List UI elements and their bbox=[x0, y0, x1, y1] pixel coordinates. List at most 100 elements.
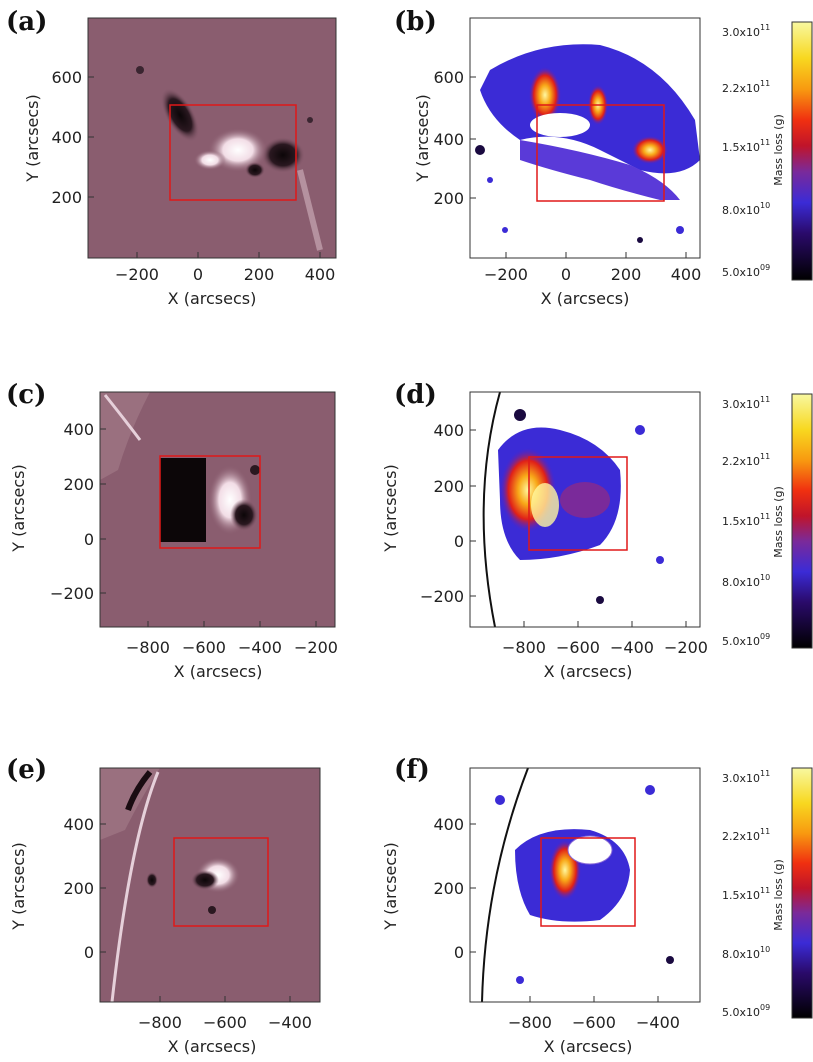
x-tick-label: −600 bbox=[203, 1013, 247, 1032]
y-axis-label: Y (arcsecs) bbox=[381, 464, 400, 552]
y-tick-label: 400 bbox=[433, 421, 464, 440]
colorbar-tick: 1.5x1011 bbox=[722, 138, 770, 154]
x-ticks: −200 0 200 400 bbox=[484, 252, 701, 284]
y-tick-label: 600 bbox=[51, 68, 82, 87]
y-axis-label: Y (arcsecs) bbox=[23, 94, 42, 182]
panel-label: (a) bbox=[6, 7, 47, 37]
colorbar-tick: 3.0x1011 bbox=[722, 769, 770, 785]
colorbar-label: Mass loss (g) bbox=[772, 486, 785, 558]
region-box bbox=[159, 455, 261, 549]
y-tick-label: 0 bbox=[84, 943, 94, 962]
region-box bbox=[169, 104, 297, 201]
y-tick-label: 0 bbox=[454, 532, 464, 551]
y-tick-label: 400 bbox=[63, 815, 94, 834]
panel-a: (a) 600 400 200 −200 0 bbox=[6, 7, 337, 308]
y-tick-label: 200 bbox=[51, 188, 82, 207]
colorbar-tick: 8.0x1010 bbox=[722, 573, 770, 589]
y-tick-label: 0 bbox=[454, 943, 464, 962]
plot-frame bbox=[469, 767, 701, 1003]
x-tick-label: −400 bbox=[636, 1013, 680, 1032]
colorbar-tick: 2.2x1011 bbox=[722, 452, 770, 468]
colorbar-label: Mass loss (g) bbox=[772, 859, 785, 931]
euv-difference-image bbox=[100, 768, 320, 1003]
colorbar-tick: 8.0x1010 bbox=[722, 945, 770, 961]
x-tick-label: 0 bbox=[193, 265, 203, 284]
panel-label: (f) bbox=[394, 755, 430, 785]
y-tick-label: 400 bbox=[63, 420, 94, 439]
plot-frame bbox=[469, 391, 701, 628]
x-ticks: −800 −600 −400 −200 bbox=[126, 621, 338, 657]
y-axis-label: Y (arcsecs) bbox=[9, 842, 28, 930]
y-tick-label: 200 bbox=[63, 879, 94, 898]
y-ticks: 400 200 0 −200 bbox=[420, 421, 476, 606]
colorbar-2: 3.0x1011 2.2x1011 1.5x1011 8.0x1010 5.0x… bbox=[722, 393, 813, 649]
x-ticks: −800 −600 −400 bbox=[138, 996, 312, 1032]
colorbar-tick: 5.0x1009 bbox=[722, 632, 770, 648]
panel-c: (c) 400 200 0 −200 −800 bbox=[6, 380, 338, 681]
panel-d: (d) 400 200 0 −200 bbox=[381, 380, 708, 681]
x-tick-label: −600 bbox=[572, 1013, 616, 1032]
plot-frame bbox=[469, 17, 701, 259]
panel-label: (e) bbox=[6, 755, 47, 785]
colorbar-1: 3.0x1011 2.2x1011 1.5x1011 8.0x1010 5.0x… bbox=[722, 21, 813, 281]
x-tick-label: −200 bbox=[664, 638, 708, 657]
mass-loss-map bbox=[470, 391, 700, 628]
colorbar-tick: 2.2x1011 bbox=[722, 827, 770, 843]
x-tick-label: −200 bbox=[115, 265, 159, 284]
x-axis-label: X (arcsecs) bbox=[168, 1037, 257, 1056]
x-ticks: −200 0 200 400 bbox=[115, 252, 335, 284]
y-ticks: 600 400 200 bbox=[433, 68, 476, 208]
x-tick-label: −600 bbox=[556, 638, 600, 657]
panel-f: (f) 400 200 0 −800 −600 bbox=[381, 755, 701, 1056]
panel-e: (e) 400 200 0 −800 −600 −400 bbox=[6, 755, 321, 1056]
region-box bbox=[173, 837, 269, 927]
y-axis-label: Y (arcsecs) bbox=[413, 94, 432, 182]
colorbar-tick: 8.0x1010 bbox=[722, 201, 770, 217]
x-tick-label: −200 bbox=[294, 638, 338, 657]
x-ticks: −800 −600 −400 bbox=[508, 996, 680, 1032]
colorbar-tick: 2.2x1011 bbox=[722, 79, 770, 95]
y-ticks: 400 200 0 bbox=[63, 815, 106, 962]
colorbar-scale bbox=[791, 393, 813, 649]
colorbar-tick: 5.0x1009 bbox=[722, 1003, 770, 1019]
y-ticks: 600 400 200 bbox=[51, 68, 94, 207]
x-axis-label: X (arcsecs) bbox=[541, 289, 630, 308]
y-tick-label: 200 bbox=[433, 879, 464, 898]
mass-loss-map bbox=[470, 18, 700, 258]
euv-difference-image bbox=[88, 18, 336, 258]
y-tick-label: 400 bbox=[51, 128, 82, 147]
y-tick-label: 200 bbox=[433, 189, 464, 208]
mass-loss-map bbox=[470, 767, 700, 1003]
colorbar-scale bbox=[791, 21, 813, 281]
x-tick-label: 400 bbox=[305, 265, 336, 284]
x-tick-label: −800 bbox=[126, 638, 170, 657]
y-tick-label: 600 bbox=[433, 68, 464, 87]
x-tick-label: 200 bbox=[244, 265, 275, 284]
plot-frame bbox=[99, 767, 321, 1003]
plot-frame bbox=[99, 391, 336, 628]
x-tick-label: −400 bbox=[268, 1013, 312, 1032]
colorbar-tick: 3.0x1011 bbox=[722, 395, 770, 411]
colorbar-scale bbox=[791, 767, 813, 1019]
colorbar-tick: 1.5x1011 bbox=[722, 886, 770, 902]
x-tick-label: 200 bbox=[611, 265, 642, 284]
x-tick-label: −800 bbox=[502, 638, 546, 657]
panel-label: (b) bbox=[394, 7, 437, 37]
plot-frame bbox=[87, 17, 337, 259]
x-axis-label: X (arcsecs) bbox=[168, 289, 257, 308]
y-axis-label: Y (arcsecs) bbox=[381, 842, 400, 930]
y-tick-label: 0 bbox=[84, 530, 94, 549]
y-ticks: 400 200 0 bbox=[433, 815, 476, 962]
colorbar-3: 3.0x1011 2.2x1011 1.5x1011 8.0x1010 5.0x… bbox=[722, 767, 813, 1019]
region-box bbox=[536, 104, 665, 202]
x-tick-label: −200 bbox=[484, 265, 528, 284]
y-tick-label: −200 bbox=[420, 587, 464, 606]
panel-label: (d) bbox=[394, 380, 437, 410]
y-axis-label: Y (arcsecs) bbox=[9, 464, 28, 552]
y-tick-label: 200 bbox=[433, 477, 464, 496]
region-box bbox=[540, 837, 636, 927]
x-axis-label: X (arcsecs) bbox=[544, 662, 633, 681]
panel-b: (b) 600 400 200 bbox=[394, 7, 701, 308]
y-tick-label: 200 bbox=[63, 475, 94, 494]
